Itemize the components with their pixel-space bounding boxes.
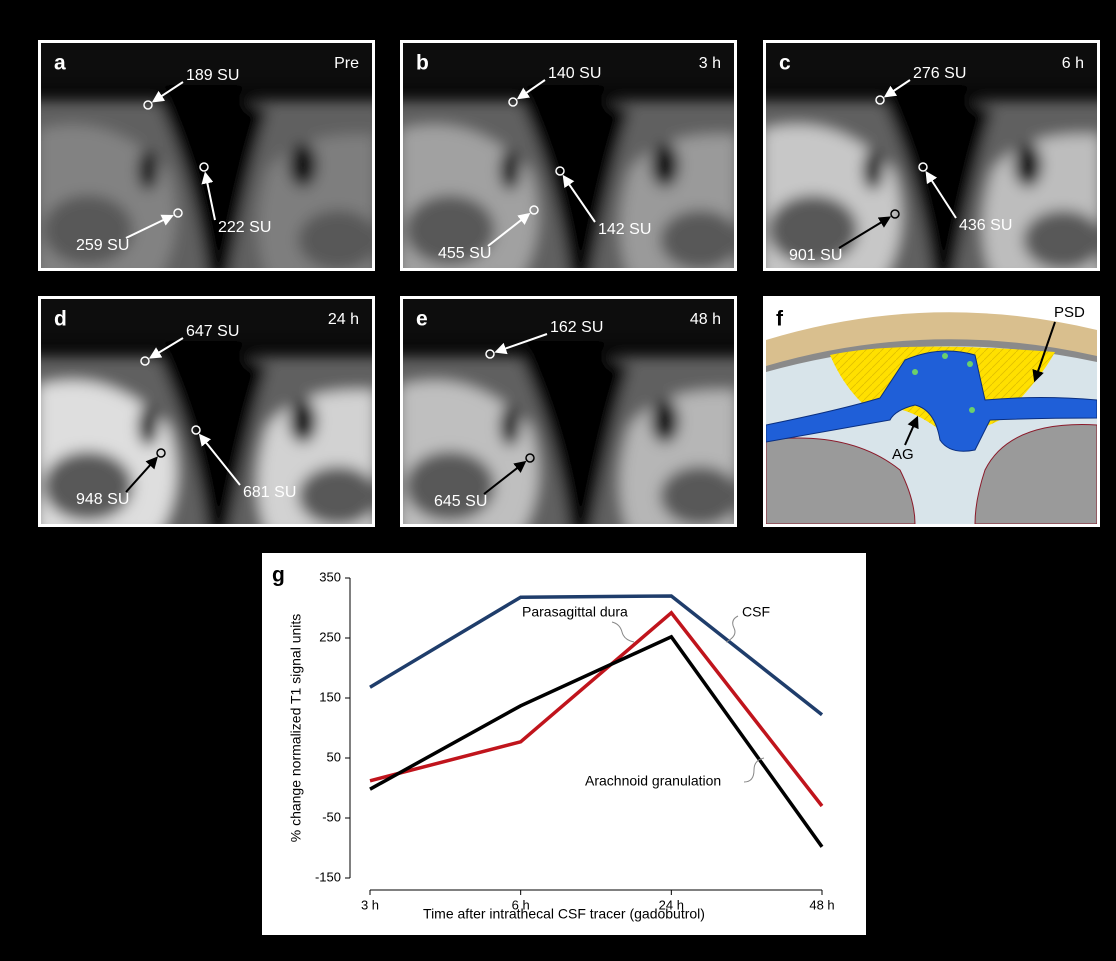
tissue: [1023, 210, 1103, 270]
series-label: CSF: [742, 604, 770, 620]
x-tick-label: 48 h: [809, 897, 834, 912]
vessel: [651, 399, 679, 443]
y-tick-label: 150: [319, 689, 341, 704]
roi-label: 681 SU: [243, 484, 296, 501]
vessel: [289, 399, 317, 443]
series-label: Arachnoid granulation: [585, 773, 721, 789]
time-label: Pre: [334, 55, 359, 72]
y-tick-label: 350: [319, 569, 341, 584]
roi-label: 455 SU: [438, 245, 491, 262]
panel-letter: b: [416, 52, 429, 75]
roi-label: 222 SU: [218, 219, 271, 236]
vessel: [500, 150, 520, 190]
annotation: PSD: [1054, 304, 1085, 321]
time-label: 24 h: [328, 311, 359, 328]
vessel: [289, 143, 317, 187]
roi-label: 142 SU: [598, 221, 651, 238]
figure: f PSD AG g Time after intrathecal CSF tr…: [0, 0, 1116, 961]
tissue: [43, 451, 133, 521]
page: { "panels": [ {"letter": "a", "time": "P…: [0, 0, 1116, 961]
vessel: [138, 406, 158, 446]
panel-letter: g: [272, 564, 285, 587]
vessel: [651, 143, 679, 187]
granule: [969, 407, 975, 413]
time-label: 3 h: [699, 55, 721, 72]
panel-letter: a: [54, 52, 66, 75]
tissue: [660, 210, 740, 270]
vessel: [500, 406, 520, 446]
vessel: [863, 150, 883, 190]
x-tick-label: 24 h: [659, 897, 684, 912]
x-tick-label: 3 h: [361, 897, 379, 912]
y-tick-label: -50: [322, 809, 341, 824]
tissue: [405, 451, 495, 521]
roi-label: 645 SU: [434, 493, 487, 510]
y-tick-label: -150: [315, 869, 341, 884]
time-label: 6 h: [1062, 55, 1084, 72]
schematic-panel: f PSD AG: [763, 296, 1100, 527]
tissue: [298, 210, 378, 270]
roi-label: 436 SU: [959, 217, 1012, 234]
tissue: [298, 466, 378, 526]
roi-label: 276 SU: [913, 65, 966, 82]
vessel: [1014, 143, 1042, 187]
x-tick-label: 6 h: [512, 897, 530, 912]
roi-label: 948 SU: [76, 491, 129, 508]
panel-letter: c: [779, 52, 791, 75]
tissue: [660, 466, 740, 526]
annotation: AG: [892, 446, 914, 463]
roi-label: 259 SU: [76, 237, 129, 254]
panel-letter: d: [54, 308, 67, 331]
roi-label: 189 SU: [186, 67, 239, 84]
roi-label: 901 SU: [789, 247, 842, 264]
panel-letter: e: [416, 308, 428, 331]
granule: [967, 361, 973, 367]
y-tick-label: 250: [319, 629, 341, 644]
y-axis-label: % change normalized T1 signal units: [288, 614, 304, 843]
series-label: Parasagittal dura: [522, 604, 628, 620]
panel-letter: f: [776, 308, 784, 331]
y-tick-label: 50: [327, 749, 341, 764]
roi-label: 140 SU: [548, 65, 601, 82]
time-label: 48 h: [690, 311, 721, 328]
roi-label: 162 SU: [550, 319, 603, 336]
vessel: [138, 150, 158, 190]
tissue: [43, 195, 133, 265]
roi-label: 647 SU: [186, 323, 239, 340]
granule: [912, 369, 918, 375]
granule: [942, 353, 948, 359]
